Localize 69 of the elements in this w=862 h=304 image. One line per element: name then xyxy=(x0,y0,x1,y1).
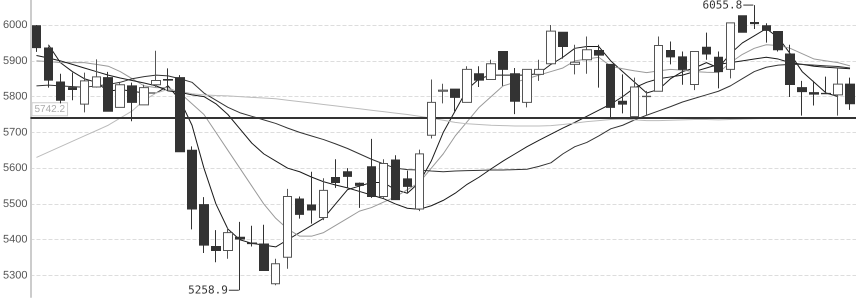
candlestick xyxy=(833,67,843,116)
annotation: 5258.9 xyxy=(188,284,228,297)
candlestick xyxy=(714,51,723,89)
candlestick xyxy=(450,88,460,112)
candlestick xyxy=(534,59,544,82)
candlestick xyxy=(68,72,77,101)
candlestick xyxy=(462,66,472,103)
candlestick xyxy=(163,68,173,91)
candlestick xyxy=(498,51,508,86)
ref-line-label: 5742.2 xyxy=(34,104,66,115)
candlestick xyxy=(666,41,675,65)
candlestick xyxy=(32,24,41,52)
candlestick xyxy=(678,51,687,86)
candlestick xyxy=(295,196,304,220)
candlestick xyxy=(582,36,592,74)
candlestick xyxy=(570,44,580,75)
candlestick xyxy=(151,50,161,88)
candlestick xyxy=(223,227,233,260)
annotation: 6055.8 xyxy=(702,0,742,12)
candlestick xyxy=(379,158,388,198)
candlestick xyxy=(594,44,604,88)
candlestick xyxy=(546,24,556,64)
candlestick xyxy=(319,178,328,221)
candlestick xyxy=(762,22,771,44)
y-tick-label: 5400 xyxy=(2,234,28,246)
candlestick xyxy=(271,258,280,286)
candlestick xyxy=(845,77,855,110)
candlestick xyxy=(115,82,125,108)
candlestick xyxy=(642,90,651,116)
candlestick xyxy=(809,80,819,106)
candlestick xyxy=(474,66,484,88)
candlestick xyxy=(702,32,711,60)
candlestick xyxy=(630,77,639,118)
y-tick-label: 5700 xyxy=(2,126,28,138)
candlestick xyxy=(726,22,735,79)
candlestick xyxy=(618,74,627,114)
y-tick-label: 5500 xyxy=(2,198,28,210)
candlestick xyxy=(80,72,89,113)
candlestick xyxy=(690,51,699,91)
y-tick-label: 5900 xyxy=(2,54,28,67)
candlestick xyxy=(283,188,292,270)
candlestick xyxy=(199,196,209,254)
candlestick xyxy=(427,78,436,139)
candlestick xyxy=(355,182,364,208)
candlestick xyxy=(92,58,101,88)
candlestick xyxy=(510,67,520,115)
candlestick xyxy=(259,224,269,272)
candlestick xyxy=(247,225,257,248)
y-tick-label: 5800 xyxy=(2,90,28,103)
candlestick xyxy=(738,15,747,33)
candlestick xyxy=(331,158,340,188)
candlestick xyxy=(56,73,65,104)
candlestick xyxy=(187,146,197,230)
y-tick-label: 5300 xyxy=(2,270,28,282)
candlestick xyxy=(139,84,149,106)
candlestick xyxy=(211,230,221,263)
candlestick xyxy=(522,68,532,108)
candlestick xyxy=(438,83,448,104)
candlestick xyxy=(773,30,783,52)
y-tick-label: 5600 xyxy=(2,162,28,174)
candlestick xyxy=(486,59,496,80)
candlestick xyxy=(821,76,831,94)
candlestick xyxy=(654,36,663,92)
candlestick xyxy=(558,32,568,60)
candlestick xyxy=(343,168,352,188)
y-tick-label: 6000 xyxy=(2,19,28,32)
candlestick xyxy=(103,71,113,112)
candlestick xyxy=(307,171,316,224)
candlestick xyxy=(415,149,424,212)
